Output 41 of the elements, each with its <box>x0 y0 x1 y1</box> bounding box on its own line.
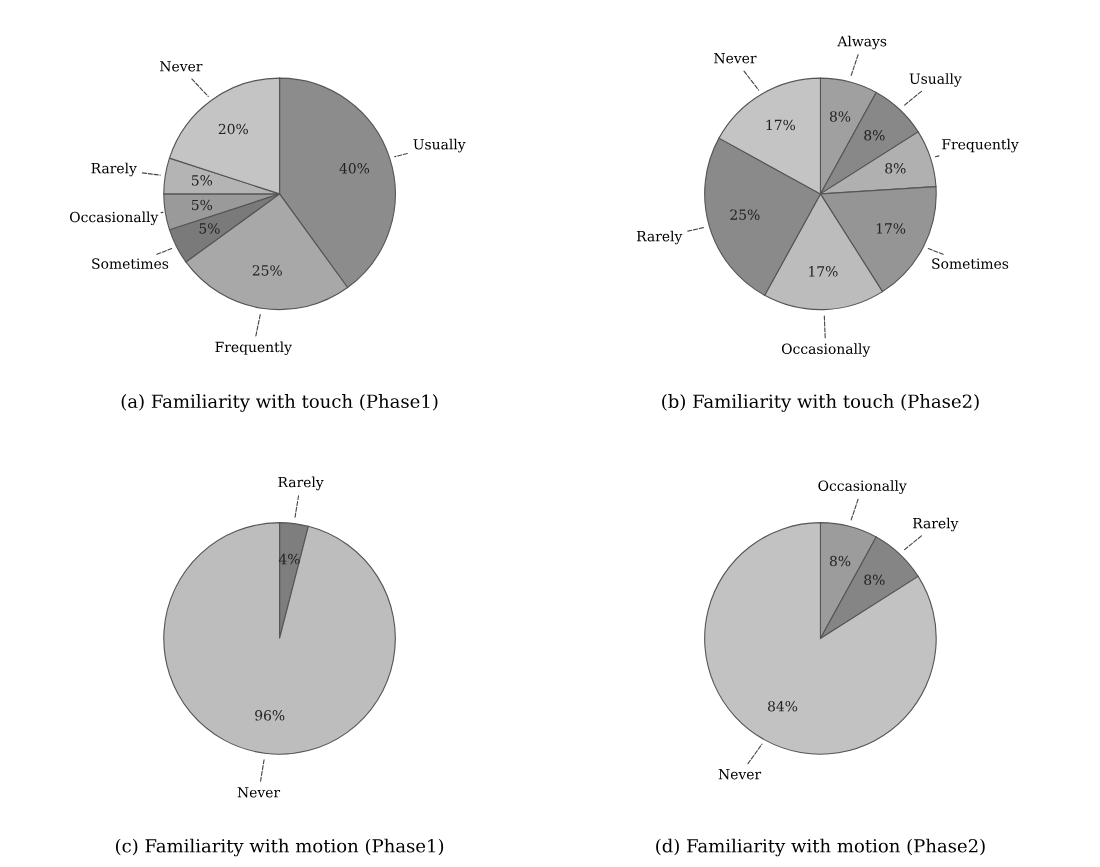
data-label: 96% <box>255 710 285 721</box>
text: (c) Familiarity with motion (Phase1) <box>115 838 444 857</box>
slice-label: Usually <box>909 73 962 87</box>
data-label: 84% <box>768 700 798 712</box>
data-label: 20% <box>218 123 248 135</box>
text: (d) Familiarity with motion (Phase2) <box>656 838 985 857</box>
slice-label: Never <box>718 769 762 780</box>
data-label: 5% <box>191 175 213 186</box>
data-label: 17% <box>876 223 906 234</box>
data-label: 40% <box>339 163 370 174</box>
text: (b) Familiarity with touch (Phase2) <box>662 394 979 412</box>
data-label: 8% <box>829 555 851 567</box>
data-label: 8% <box>864 130 885 141</box>
data-label: 8% <box>864 574 885 586</box>
data-label: 5% <box>199 223 220 234</box>
data-label: 8% <box>829 111 851 122</box>
data-label: 5% <box>191 199 213 211</box>
text: (a) Familiarity with touch (Phase1) <box>121 394 438 412</box>
slice-label: Occasionally <box>818 480 907 494</box>
pie-slice <box>163 522 396 755</box>
slice-label: Never <box>160 61 203 72</box>
slice-label: Never <box>714 53 757 64</box>
data-label: 25% <box>730 209 760 220</box>
slice-label: Frequently <box>942 138 1019 153</box>
slice-label: Usually <box>413 138 466 153</box>
slice-label: Never <box>237 787 281 798</box>
slice-label: Frequently <box>215 341 292 356</box>
slice-label: Occasionally <box>781 343 871 357</box>
data-label: 4% <box>278 553 300 565</box>
data-label: 17% <box>809 266 838 277</box>
slice-label: Sometimes <box>932 258 1009 269</box>
slice-label: Rarely <box>91 162 137 177</box>
slice-label: Sometimes <box>92 258 169 269</box>
data-label: 8% <box>885 163 906 174</box>
slice-label: Rarely <box>278 476 324 491</box>
data-label: 17% <box>766 119 796 131</box>
slice-label: Rarely <box>913 517 959 532</box>
data-label: 25% <box>252 265 282 276</box>
slice-label: Rarely <box>636 230 683 245</box>
slice-label: Occasionally <box>69 211 159 226</box>
slice-label: Always <box>837 35 887 50</box>
